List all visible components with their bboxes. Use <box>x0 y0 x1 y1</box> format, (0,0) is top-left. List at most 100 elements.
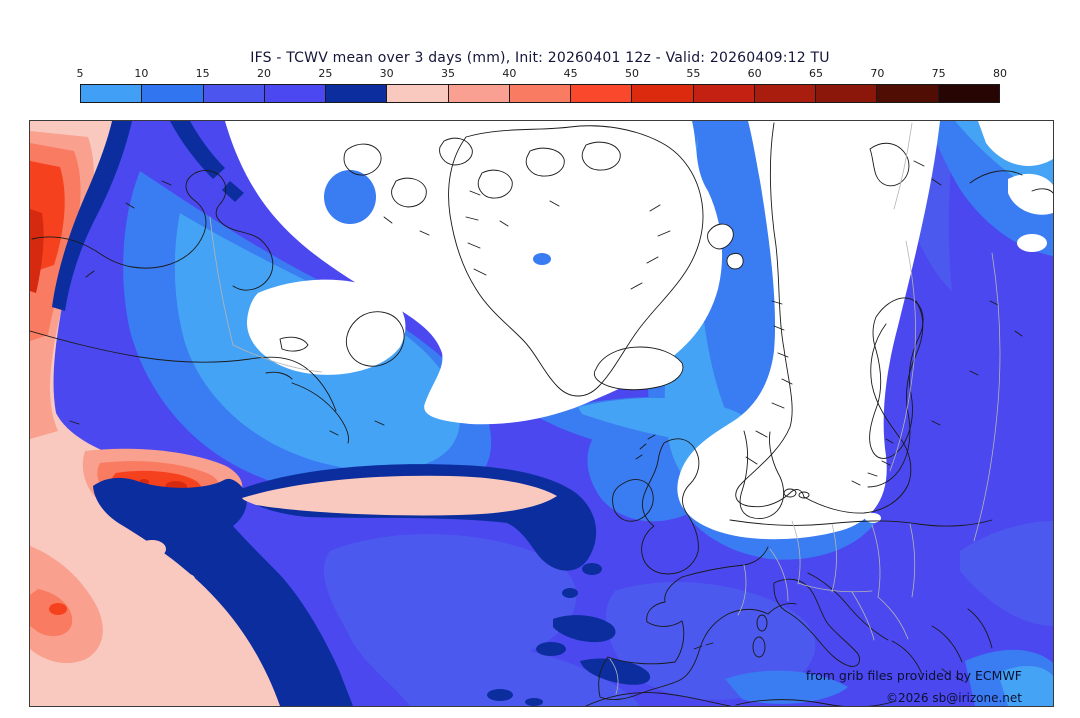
coast-norway <box>735 122 805 508</box>
coast-brittany-biscay <box>646 576 685 663</box>
region-tcwv-25-30-swirl-band <box>93 477 353 706</box>
colorbar-segment-10-15 <box>142 85 204 102</box>
border-norway-russia <box>893 122 913 210</box>
attribution-line1: from grib files provided by ECMWF <box>806 668 1022 683</box>
colorbar-tick-label: 55 <box>686 67 701 80</box>
region-tcwv-5-10-iceland-south <box>578 397 756 442</box>
region-tcwv-lt5-baltic-spot-a <box>811 512 829 522</box>
colorbar-tick-label: 75 <box>931 67 946 80</box>
colorbar-tick-label: 35 <box>441 67 455 80</box>
coast-nova-scotia <box>265 371 349 444</box>
region-ungava-bay-notch <box>324 170 376 224</box>
colorbar-tick-label: 80 <box>993 67 1007 80</box>
region-tcwv-lt5-svalbard-a <box>707 224 734 249</box>
coast-iceland <box>593 346 684 391</box>
coast-danish-isle-a <box>783 488 797 498</box>
coast-baltic-south <box>729 519 993 527</box>
coast-greenland <box>448 125 704 397</box>
colorbar-segment-5-10 <box>81 85 143 102</box>
coast-gulf-of-bothnia <box>869 297 924 459</box>
coast-italy <box>773 578 860 667</box>
map-frame: from grib files provided by ECMWF ©2026 … <box>29 120 1054 707</box>
colorbar-tick-label: 70 <box>870 67 885 80</box>
colorbar-segment-15-20 <box>203 85 265 102</box>
contour-fill-layer <box>30 121 1053 706</box>
border-russia-vertical <box>973 252 1001 542</box>
border-finland-russia <box>889 240 916 472</box>
coast-balearics <box>693 642 714 650</box>
region-tcwv-25-30-hook-a <box>582 563 602 575</box>
colorbar-segment-20-25 <box>264 85 327 102</box>
colorbar-ticks: 5 10 15 20 25 30 35 40 45 50 55 60 65 70 75 80 <box>77 67 1008 81</box>
colorbar-segment-60-65 <box>754 85 817 102</box>
attribution-line2: ©2026 sb@irizone.net <box>886 691 1022 705</box>
border-central-europe <box>791 520 916 598</box>
coast-anticosti-island <box>279 336 309 352</box>
coast-greece-turkey <box>891 608 993 682</box>
coast-north-africa <box>585 692 897 706</box>
region-tcwv-25-30-hook-b <box>562 588 578 598</box>
border-spain-portugal <box>609 658 619 695</box>
region-tcwv-30-35-hole-a <box>138 540 166 558</box>
region-tcwv-lt5-quebec <box>246 279 406 375</box>
region-tcwv-25-30-south-a <box>487 689 513 701</box>
coast-finnish-lakes <box>851 438 894 486</box>
coast-danish-isle-b <box>798 491 810 499</box>
coast-denmark <box>739 430 785 519</box>
coast-minor-marks <box>69 180 1023 436</box>
region-tcwv-lt5-novaya-c <box>1017 234 1047 252</box>
coast-white-sea <box>869 142 942 187</box>
coast-iberia <box>598 613 729 701</box>
coast-svalbard <box>707 223 744 270</box>
coast-finland <box>867 300 924 488</box>
political-border-layer <box>209 122 1001 695</box>
region-tcwv-lt5-iceland <box>594 347 683 390</box>
border-germany <box>769 548 789 602</box>
coastline-layer <box>30 122 1053 706</box>
colorbar-tick-label: 50 <box>625 67 639 80</box>
region-disko-bay-notch <box>533 253 551 265</box>
region-tcwv-5-10-med-east-core <box>998 665 1053 706</box>
colorbar-segment-65-70 <box>816 85 878 102</box>
region-tcwv-30-35-hole-b <box>137 581 159 597</box>
region-tcwv-10-15-med-west <box>725 670 848 704</box>
weather-map-canvas: from grib files provided by ECMWF ©2026 … <box>30 121 1053 706</box>
region-tcwv-30-35-tongue <box>242 475 557 516</box>
colorbar-segment-75-80 <box>938 85 999 102</box>
region-tcwv-15-20-azores <box>323 534 640 706</box>
colorbar-tick-label: 20 <box>257 67 271 80</box>
region-tcwv-25-30-iberia-c <box>580 658 651 685</box>
coast-greenland-fjords <box>465 190 671 290</box>
colorbar-segment-40-45 <box>509 85 572 102</box>
region-tcwv-45-50-spot <box>49 603 67 615</box>
colorbar-tick-label: 45 <box>563 67 578 80</box>
coast-sweden-baltic <box>803 323 912 514</box>
colorbar-tick-label: 60 <box>747 67 762 80</box>
border-balkans <box>851 591 909 641</box>
coast-sardinia <box>752 636 766 658</box>
coast-newfoundland <box>346 311 405 367</box>
colorbar-segment-50-55 <box>632 85 694 102</box>
colorbar-segments <box>80 84 1000 103</box>
attribution: from grib files provided by ECMWF ©2026 … <box>806 668 1022 705</box>
colorbar-segment-35-40 <box>448 85 510 102</box>
coast-quebec-gulf <box>30 330 337 412</box>
region-tcwv-25-30-iberia-b <box>536 642 566 656</box>
coast-adriatic-balkans <box>807 572 889 641</box>
colorbar-segment-30-35 <box>387 85 449 102</box>
border-france-east <box>737 564 747 616</box>
colorbar-tick-label: 30 <box>379 67 394 80</box>
region-tcwv-25-30-iberia-a <box>553 615 616 643</box>
coast-hebrides <box>635 434 656 460</box>
border-quebec <box>209 216 323 373</box>
colorbar-segment-25-30 <box>326 85 388 102</box>
colorbar-tick-label: 15 <box>195 67 210 80</box>
region-tcwv-25-30-upper-band <box>52 121 132 311</box>
coast-labrador-ungava <box>31 170 274 291</box>
region-tcwv-lt5-baltic-spot-b <box>865 513 881 523</box>
coast-russia-arctic <box>969 170 1053 194</box>
coast-norway-fjords <box>745 300 793 465</box>
coast-corsica <box>756 614 768 632</box>
region-tcwv-30-35-hole-c <box>181 574 195 584</box>
